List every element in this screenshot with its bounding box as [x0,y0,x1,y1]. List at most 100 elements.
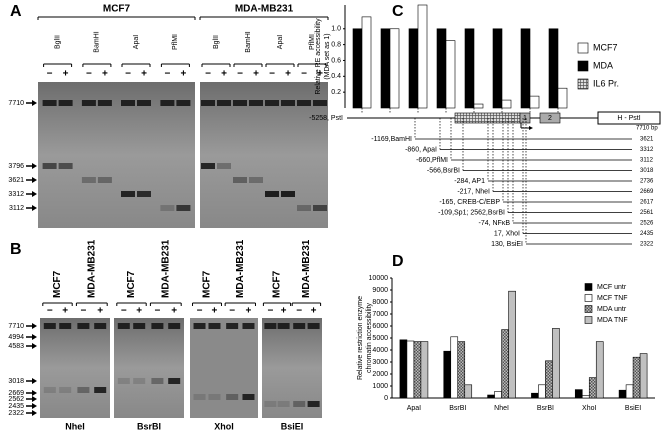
bp-label: 2322 [640,242,654,248]
gel-band [307,323,320,329]
gel-band [121,191,135,197]
panel-label: A [10,3,22,20]
bar [406,340,415,399]
gel-band [293,401,306,407]
bp-label: 3018 [640,168,654,174]
arrow-head [32,390,37,396]
bar [464,28,475,109]
enzyme-label: BsiEI [281,421,304,431]
site-label: 130, BsiEI [491,241,523,248]
exon [539,112,561,124]
gel-band [293,323,306,329]
marker-label: 3018 [8,378,24,385]
site-label: -1169,BamHI [371,136,412,143]
sign: + [102,69,108,80]
gel-band [133,378,146,384]
gel-band [151,378,164,384]
sign: − [267,306,273,317]
bp-label: 2617 [640,200,654,206]
gel-band [281,191,295,197]
legend-swatch [577,42,589,54]
arrow-head [32,191,37,197]
gel-image [38,82,195,228]
map-label: -5258, PstI [309,115,343,122]
sign: + [180,69,186,80]
legend-label: MCF untr [597,284,627,291]
gel-band [137,100,151,106]
arrow-head [32,410,37,416]
gel-band [249,177,263,183]
y-tick-label: 4000 [372,347,388,354]
gel-band [160,205,175,211]
y-axis-label: (MDA set as 1) [324,33,331,79]
enzyme-label: PflMI [172,34,179,50]
sign: + [317,69,323,80]
sign: − [121,306,127,317]
arrow-head [32,378,37,384]
panel-label: B [10,241,22,258]
gel-band [264,323,277,329]
sign: − [296,306,302,317]
bp-header: 7710 bp [636,126,658,132]
bar [473,103,484,109]
bp-label: 2669 [640,189,654,195]
bp-label: 2435 [640,231,654,237]
gel-band [58,100,73,106]
bar [492,28,503,109]
bar [501,99,512,109]
arrow-head [32,205,37,211]
gel-band [168,378,181,384]
group-header: MCF7 [202,270,213,298]
gel-band [217,163,231,169]
sign: − [269,69,275,80]
bar [436,28,447,109]
sign: − [86,69,92,80]
gel-band [249,100,263,106]
bar [557,87,568,109]
bar [520,28,531,109]
bar [417,4,428,109]
gel-band [151,323,164,329]
sign: − [164,69,170,80]
bar [545,360,553,399]
gel-band [117,378,130,384]
gel-band [117,323,130,329]
x-tick-label: ApaI [407,405,421,412]
legend-label: MCF7 [593,42,618,52]
gel-band [94,387,107,393]
legend-label: IL6 Pr. [593,78,619,88]
sign: + [281,306,287,317]
gel-band [58,163,73,169]
sign: − [47,69,53,80]
bar [538,384,546,399]
bar [408,28,419,109]
bar [450,336,459,399]
gel-band [77,387,90,393]
sign: + [171,306,177,317]
bar [399,339,408,399]
gel-band [42,163,57,169]
sign: + [253,69,259,80]
legend-swatch [584,316,593,324]
sign: − [197,306,203,317]
map-label: H - PstI [617,115,640,122]
site-label: -217, NheI [457,188,490,195]
site-label: -74, NFκB [478,220,510,227]
group-header: MDA-MB231 [301,239,312,298]
x-tick-label: BsrBI [537,405,554,412]
marker-label: 2322 [8,410,24,417]
y-tick-label: 0.6 [331,57,341,64]
bar [361,16,372,109]
gel-band [233,100,247,106]
bar [639,353,648,399]
y-axis-label: chromatin accessibility [366,302,373,373]
bar [445,40,456,109]
gel-band [42,100,57,106]
bar [552,328,560,399]
marker-label: 2562 [8,396,24,403]
y-axis-label: Relative restriction enzyme [357,296,364,380]
sign: − [47,306,53,317]
gel-band [208,394,221,400]
sign: + [97,306,103,317]
